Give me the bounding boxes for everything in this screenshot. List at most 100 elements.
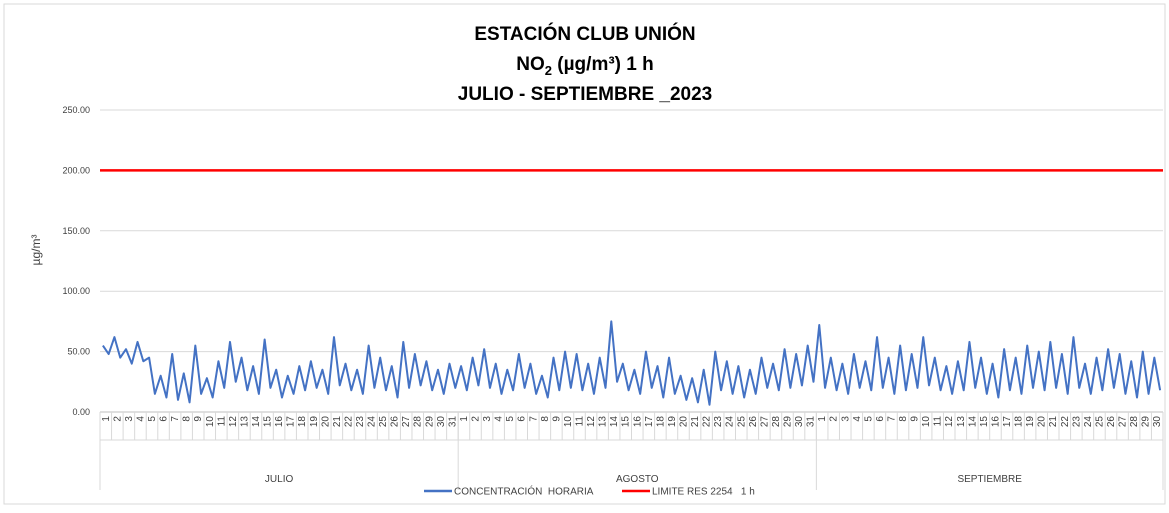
y-tick-label: 150.00 [62,226,90,236]
x-tick-label: 7 [528,416,539,422]
month-label: AGOSTO [616,474,659,485]
x-tick-label: 8 [182,416,193,422]
y-tick-label: 200.00 [62,165,90,175]
x-tick-label: 11 [216,416,227,427]
x-tick-label: 18 [297,416,308,428]
x-tick-label: 18 [655,416,666,428]
x-tick-label: 27 [401,416,412,428]
data-line [102,320,1162,406]
x-tick-label: 13 [956,416,967,428]
x-tick-label: 8 [540,416,551,422]
x-tick-label: 4 [135,416,146,422]
x-tick-label: 8 [898,416,909,422]
x-tick-label: 7 [170,416,181,422]
x-tick-label: 19 [667,416,678,428]
chart-border [3,3,1166,505]
x-tick-label: 21 [690,416,701,428]
x-tick-label: 23 [713,416,724,428]
x-tick-label: 26 [1106,416,1117,428]
x-tick-label: 16 [274,416,285,428]
x-tick-label: 16 [632,416,643,428]
x-tick-label: 24 [725,416,736,428]
x-tick-label: 25 [1094,416,1105,428]
x-tick-label: 1 [459,416,470,422]
x-tick-label: 4 [852,416,863,422]
chart-title: ESTACIÓN CLUB UNIÓN [474,23,695,45]
x-tick-label: 30 [794,416,805,428]
x-tick-label: 4 [494,416,505,422]
x-tick-label: 10 [921,416,932,428]
x-tick-label: 28 [771,416,782,428]
x-tick-label: 3 [482,416,493,422]
x-tick-label: 26 [390,416,401,428]
title-sub: 2 [545,63,552,78]
x-tick-label: 24 [1083,416,1094,428]
y-tick-label: 0.00 [72,407,90,417]
x-tick-label: 22 [702,416,713,428]
x-tick-label: 22 [1060,416,1071,428]
x-tick-label: 20 [678,416,689,428]
x-tick-label: 17 [644,416,655,428]
x-tick-label: 15 [263,416,274,428]
x-tick-label: 29 [782,416,793,428]
x-tick-label: 26 [748,416,759,428]
x-tick-label: 30 [436,416,447,428]
x-tick-label: 5 [147,416,158,422]
x-tick-label: 30 [1152,416,1163,428]
x-tick-label: 3 [124,416,135,422]
x-tick-label: 22 [343,416,354,428]
x-tick-label: 14 [967,416,978,428]
x-tick-label: 25 [736,416,747,428]
x-tick-label: 13 [598,416,609,428]
x-tick-label: 9 [193,416,204,422]
x-tick-label: 20 [320,416,331,428]
x-tick-label: 17 [1002,416,1013,428]
x-tick-label: 31 [447,416,458,428]
month-label: SEPTIEMBRE [957,474,1022,485]
x-tick-label: 11 [933,416,944,427]
x-tick-label: 1 [101,416,112,422]
x-tick-label: 19 [309,416,320,428]
y-tick-label: 250.00 [62,105,90,115]
x-tick-label: 2 [829,416,840,422]
x-tick-label: 12 [944,416,955,428]
x-tick-label: 2 [112,416,123,422]
x-tick-label: 21 [332,416,343,428]
x-tick-label: 14 [609,416,620,428]
x-tick-label: 9 [551,416,562,422]
x-tick-label: 12 [586,416,597,428]
x-tick-label: 31 [806,416,817,428]
x-tick-label: 9 [910,416,921,422]
x-tick-label: 12 [228,416,239,428]
x-tick-label: 28 [413,416,424,428]
x-tick-label: 27 [1118,416,1129,428]
x-tick-label: 1 [817,416,828,422]
legend-label: CONCENTRACIÓN HORARIA [454,485,594,498]
x-tick-label: 24 [367,416,378,428]
x-tick-label: 7 [886,416,897,422]
x-tick-label: 13 [239,416,250,428]
x-tick-label: 2 [471,416,482,422]
x-tick-label: 29 [1141,416,1152,428]
x-tick-label: 15 [621,416,632,428]
x-tick-label: 23 [355,416,366,428]
x-tick-label: 6 [517,416,528,422]
x-tick-label: 10 [205,416,216,428]
x-tick-label: 20 [1037,416,1048,428]
month-label: JULIO [265,474,294,485]
chart-title: JULIO - SEPTIEMBRE _2023 [458,84,712,105]
x-tick-label: 28 [1129,416,1140,428]
x-tick-label: 15 [979,416,990,428]
legend-label: LIMITE RES 2254 1 h [652,487,755,498]
x-tick-label: 27 [759,416,770,428]
x-tick-label: 23 [1071,416,1082,428]
x-tick-label: 6 [875,416,886,422]
title-part: (µg/m³) 1 h [552,54,654,75]
y-axis-label: µg/m³ [29,235,43,266]
x-tick-label: 5 [505,416,516,422]
x-tick-label: 14 [251,416,262,428]
x-tick-label: 10 [563,416,574,428]
x-tick-label: 18 [1014,416,1025,428]
x-tick-label: 3 [840,416,851,422]
